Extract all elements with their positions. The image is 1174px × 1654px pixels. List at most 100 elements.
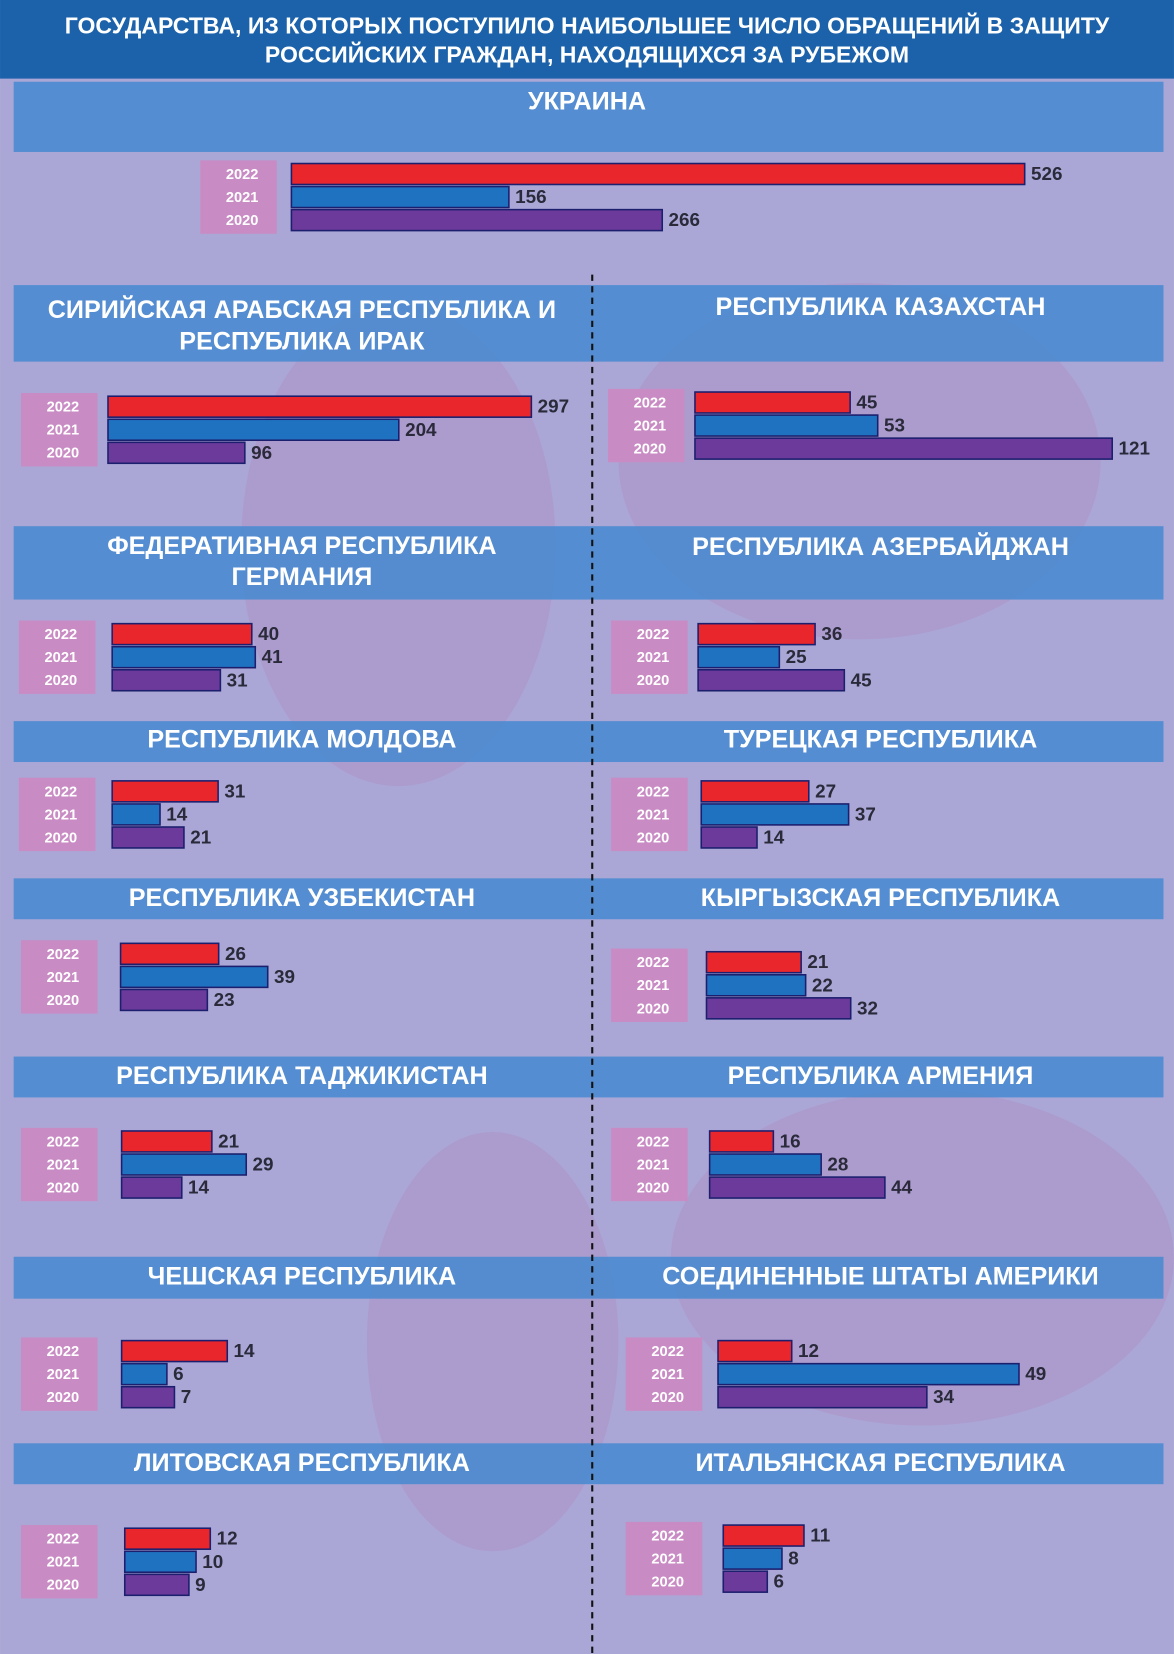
bar: [694, 414, 879, 437]
panel-title: РЕСПУБЛИКА АРМЕНИЯ: [728, 1062, 1034, 1090]
year-box: [625, 1521, 703, 1596]
value-label: 14: [188, 1177, 209, 1198]
year-label: 2022: [637, 955, 670, 971]
year-label: 2022: [45, 784, 78, 800]
value-label: 23: [214, 989, 235, 1010]
value-label: 21: [218, 1130, 239, 1151]
value-label: 31: [224, 780, 245, 801]
bar: [120, 1385, 176, 1409]
section-band: [13, 285, 1164, 362]
year-label: 2022: [47, 400, 80, 416]
header-band: [0, 0, 1174, 79]
bar: [700, 780, 810, 803]
value-label: 40: [258, 623, 279, 644]
bar: [111, 826, 185, 849]
year-box: [20, 940, 98, 1014]
year-label: 2022: [47, 1344, 80, 1360]
main-title: ГОСУДАРСТВА, ИЗ КОТОРЫХ ПОСТУПИЛО НАИБОЛ…: [65, 11, 1110, 38]
bar: [697, 645, 781, 669]
year-label: 2020: [226, 213, 259, 229]
year-label: 2020: [634, 442, 667, 458]
year-label: 2022: [226, 167, 259, 183]
year-label: 2020: [45, 673, 78, 689]
panel-title: ЛИТОВСКАЯ РЕСПУБЛИКА: [134, 1449, 470, 1477]
panel-title: РЕСПУБЛИКА ТАДЖИКИСТАН: [116, 1062, 488, 1090]
value-label: 44: [891, 1177, 912, 1198]
value-label: 12: [798, 1340, 819, 1361]
value-label: 28: [827, 1154, 848, 1175]
value-label: 25: [786, 646, 807, 667]
bar: [290, 162, 1026, 186]
year-label: 2021: [637, 1157, 670, 1173]
bar: [123, 1550, 197, 1574]
year-label: 2022: [45, 627, 78, 643]
year-label: 2022: [47, 947, 80, 963]
value-label: 45: [851, 669, 872, 690]
panel-title: ЧЕШСКАЯ РЕСПУБЛИКА: [148, 1262, 456, 1290]
year-box: [200, 160, 277, 234]
value-label: 7: [181, 1386, 192, 1407]
value-label: 12: [217, 1528, 238, 1549]
panel-title: РЕСПУБЛИКА ИРАК: [179, 327, 425, 355]
year-box: [625, 1337, 703, 1411]
year-label: 2022: [47, 1532, 80, 1548]
panel-title: РЕСПУБЛИКА МОЛДОВА: [147, 726, 456, 754]
year-box: [611, 620, 688, 694]
value-label: 22: [812, 974, 833, 995]
panel-title: РЕСПУБЛИКА КАЗАХСТАН: [716, 293, 1046, 321]
section-band: [13, 721, 1164, 763]
year-box: [20, 1525, 98, 1599]
year-label: 2021: [47, 1367, 80, 1383]
year-box: [18, 777, 96, 852]
bar: [119, 988, 209, 1012]
value-label: 53: [884, 415, 905, 436]
value-label: 21: [190, 827, 211, 848]
bar: [120, 1339, 229, 1363]
bar: [290, 208, 664, 232]
year-label: 2021: [47, 970, 80, 986]
year-box: [20, 1127, 98, 1202]
value-label: 297: [538, 396, 569, 417]
bar: [708, 1153, 822, 1176]
year-label: 2022: [651, 1344, 684, 1360]
bar: [120, 1176, 183, 1199]
year-label: 2022: [651, 1528, 684, 1544]
year-label: 2021: [226, 190, 259, 206]
panel-title: ФЕДЕРАТИВНАЯ РЕСПУБЛИКА: [107, 532, 496, 560]
panel-title: СИРИЙСКАЯ АРАБСКАЯ РЕСПУБЛИКА И: [48, 294, 556, 324]
bar: [708, 1130, 775, 1153]
bar: [107, 395, 533, 418]
bar: [123, 1527, 212, 1550]
year-box: [20, 393, 98, 467]
value-label: 39: [274, 966, 295, 987]
bar: [705, 974, 807, 997]
value-label: 204: [405, 419, 437, 440]
bar: [111, 645, 257, 669]
year-label: 2021: [47, 1555, 80, 1571]
year-label: 2020: [651, 1575, 684, 1591]
bar: [694, 437, 1114, 460]
value-label: 14: [763, 827, 784, 848]
bar: [107, 441, 246, 465]
value-label: 41: [262, 646, 283, 667]
year-label: 2020: [47, 1390, 80, 1406]
year-label: 2021: [45, 650, 78, 666]
map-shape: [366, 1132, 619, 1552]
value-label: 6: [774, 1571, 785, 1592]
value-label: 14: [234, 1340, 255, 1361]
year-label: 2021: [47, 1157, 80, 1173]
bar: [111, 668, 222, 692]
year-label: 2022: [637, 1134, 670, 1150]
value-label: 37: [855, 803, 876, 824]
value-label: 10: [202, 1551, 223, 1572]
section-band: [13, 1056, 1164, 1098]
value-label: 29: [253, 1154, 274, 1175]
value-label: 49: [1025, 1363, 1046, 1384]
bar: [705, 950, 802, 974]
year-label: 2020: [45, 830, 78, 846]
year-label: 2021: [637, 650, 670, 666]
bar: [111, 780, 219, 803]
year-label: 2022: [47, 1134, 80, 1150]
value-label: 156: [515, 186, 546, 207]
